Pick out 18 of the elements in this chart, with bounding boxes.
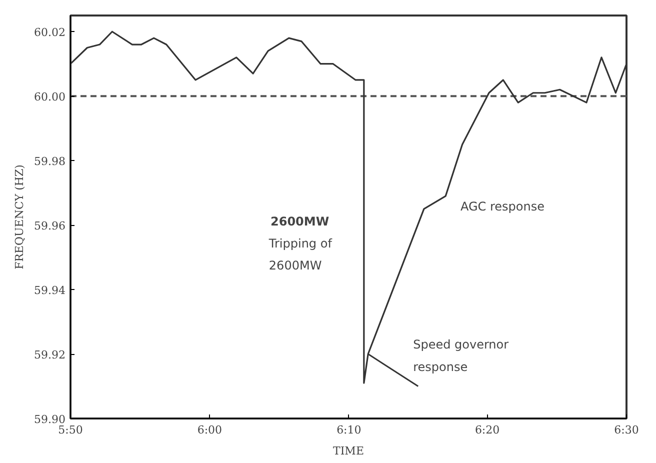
x-axis-title: TIME — [333, 444, 364, 458]
annotation: 2600MW — [270, 214, 330, 228]
y-tick-label: 59.92 — [34, 348, 66, 362]
y-tick-label: 59.96 — [34, 220, 66, 233]
y-tick-label: 60.00 — [34, 90, 66, 104]
x-tick-label: 6:00 — [197, 424, 222, 436]
x-tick-label: 5:50 — [58, 424, 83, 436]
annotation: Tripping of 2600MW — [268, 236, 333, 273]
x-tick-label: 6:10 — [336, 424, 362, 436]
y-tick-label: 59.90 — [34, 413, 66, 426]
y-tick-label: 59.94 — [34, 284, 66, 298]
x-tick-label: 6:20 — [474, 424, 500, 436]
y-axis-title: FREQUENCY (HZ) — [13, 164, 26, 270]
y-tick-label: 59.98 — [34, 155, 66, 168]
annotation: AGC response — [460, 200, 544, 214]
y-tick-label: 60.02 — [34, 26, 66, 40]
annotation: Speed governor response — [413, 338, 509, 374]
x-tick-label: 6:30 — [614, 424, 639, 436]
